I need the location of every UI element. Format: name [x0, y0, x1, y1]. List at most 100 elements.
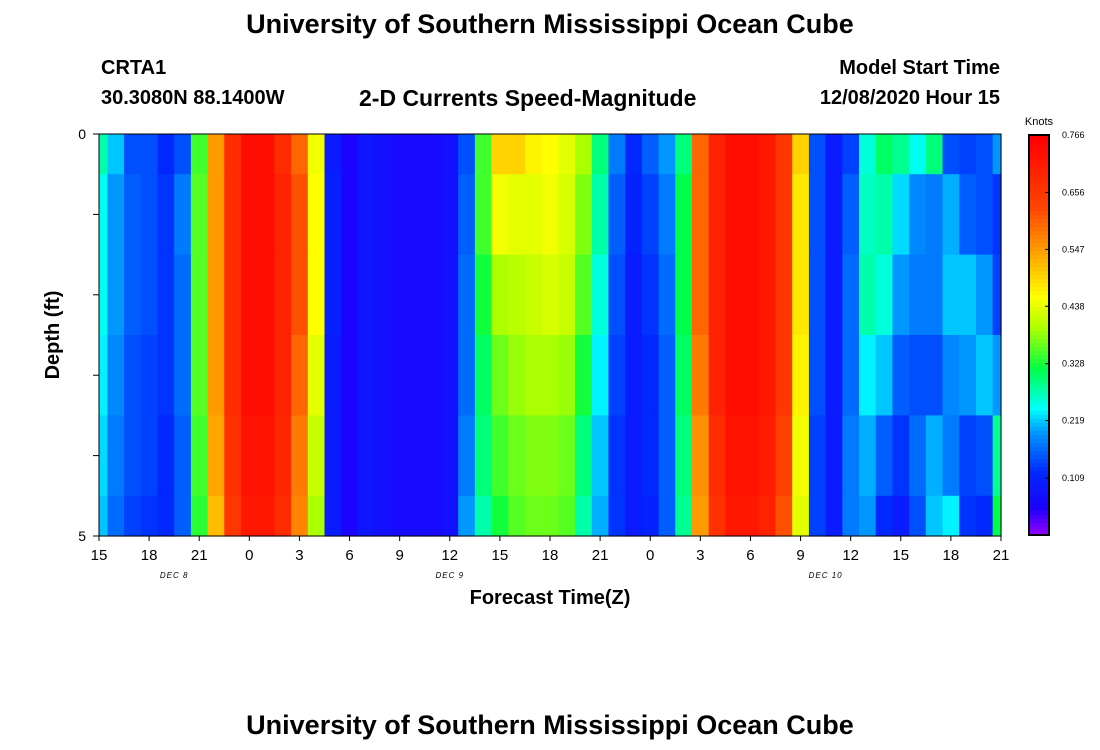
colorbar-segment: [1029, 259, 1049, 264]
heatmap-cell: [909, 495, 927, 537]
colorbar-segment: [1029, 283, 1049, 288]
x-tick-label: 9: [796, 547, 804, 564]
heatmap-cell: [474, 254, 493, 336]
colorbar-segment: [1029, 335, 1049, 340]
colorbar-segment: [1029, 475, 1049, 480]
heatmap-cell: [742, 254, 760, 336]
bottom-title: University of Southern Mississippi Ocean…: [246, 710, 854, 740]
heatmap-cell: [224, 415, 242, 497]
heatmap-cell: [257, 495, 275, 537]
heatmap-cell: [842, 134, 860, 175]
heatmap-cell: [842, 174, 860, 256]
heatmap-cell: [291, 174, 309, 256]
heatmap-cell: [859, 495, 877, 537]
colorbar-segment: [1029, 183, 1049, 188]
heatmap-cell: [374, 174, 392, 256]
heatmap-cell: [224, 335, 242, 416]
heatmap-cell: [625, 174, 643, 256]
x-tick-label: 18: [943, 547, 960, 564]
colorbar-segment: [1029, 451, 1049, 456]
heatmap-cell: [207, 174, 225, 256]
heatmap-cell: [892, 134, 910, 175]
heatmap-cell: [775, 134, 793, 175]
heatmap-cell: [691, 415, 710, 497]
colorbar-segment: [1029, 151, 1049, 156]
heatmap-cell: [458, 134, 476, 175]
y-tick-label: 0: [78, 126, 86, 142]
heatmap-cell: [107, 415, 125, 497]
heatmap-cell: [742, 174, 760, 256]
heatmap-cell: [524, 335, 543, 416]
colorbar-segment: [1029, 135, 1049, 140]
heatmap-cell: [190, 174, 209, 256]
colorbar-segment: [1029, 275, 1049, 280]
heatmap-cell: [140, 415, 159, 497]
colorbar-segment: [1029, 235, 1049, 240]
heatmap-cell: [341, 254, 359, 336]
heatmap-cell: [140, 254, 159, 336]
heatmap-cell: [441, 495, 459, 537]
heatmap-cell: [107, 134, 125, 175]
colorbar-segment: [1029, 255, 1049, 260]
heatmap-cell: [975, 415, 994, 497]
heatmap-cell: [909, 254, 927, 336]
heatmap-cell: [424, 495, 443, 537]
colorbar-tick-label: 0.656: [1062, 187, 1085, 197]
heatmap-cell: [99, 134, 108, 175]
heatmap-cell: [240, 134, 259, 175]
colorbar-segment: [1029, 287, 1049, 292]
heatmap-cell: [374, 415, 392, 497]
heatmap-cell: [424, 134, 443, 175]
colorbar-segment: [1029, 347, 1049, 352]
heatmap-cell: [341, 174, 359, 256]
heatmap-cell: [107, 174, 125, 256]
heatmap-cell: [458, 254, 476, 336]
heatmap-cell: [391, 254, 409, 336]
heatmap-cell: [825, 415, 843, 497]
heatmap-cell: [708, 254, 726, 336]
heatmap-cell: [408, 495, 426, 537]
colorbar-segment: [1029, 479, 1049, 484]
heatmap-cell: [875, 254, 894, 336]
x-tick-label: 12: [842, 547, 859, 564]
heatmap-cell: [324, 495, 342, 537]
colorbar-segment: [1029, 519, 1049, 524]
heatmap-cell: [524, 174, 543, 256]
colorbar-segment: [1029, 367, 1049, 372]
colorbar-segment: [1029, 523, 1049, 528]
heatmap-cell: [374, 254, 392, 336]
heatmap-cell: [491, 134, 509, 175]
heatmap-cell: [474, 495, 493, 537]
colorbar-segment: [1029, 267, 1049, 272]
colorbar-segment: [1029, 203, 1049, 208]
heatmap-cell: [758, 134, 777, 175]
heatmap-cell: [408, 415, 426, 497]
heatmap-cell: [508, 335, 526, 416]
heatmap-cell: [374, 335, 392, 416]
heatmap-cell: [575, 335, 593, 416]
heatmap-cell: [474, 134, 493, 175]
heatmap-cell: [658, 174, 676, 256]
heatmap-cell: [357, 415, 376, 497]
heatmap-cell: [307, 495, 326, 537]
colorbar-segment: [1029, 191, 1049, 196]
colorbar-segment: [1029, 379, 1049, 384]
colorbar-segment: [1029, 383, 1049, 388]
heatmap-cell: [758, 415, 777, 497]
colorbar-segment: [1029, 387, 1049, 392]
heatmap-cell: [808, 134, 827, 175]
heatmap-cell: [725, 495, 743, 537]
heatmap-cell: [391, 495, 409, 537]
heatmap-cell: [190, 254, 209, 336]
heatmap-cell: [458, 415, 476, 497]
heatmap-cell: [825, 254, 843, 336]
colorbar-segment: [1029, 495, 1049, 500]
colorbar-segment: [1029, 175, 1049, 180]
colorbar-segment: [1029, 219, 1049, 224]
heatmap-cell: [992, 495, 1002, 537]
heatmap-cell: [575, 134, 593, 175]
heatmap-cell: [925, 495, 944, 537]
heatmap-cell: [307, 335, 326, 416]
heatmap-cell: [391, 174, 409, 256]
